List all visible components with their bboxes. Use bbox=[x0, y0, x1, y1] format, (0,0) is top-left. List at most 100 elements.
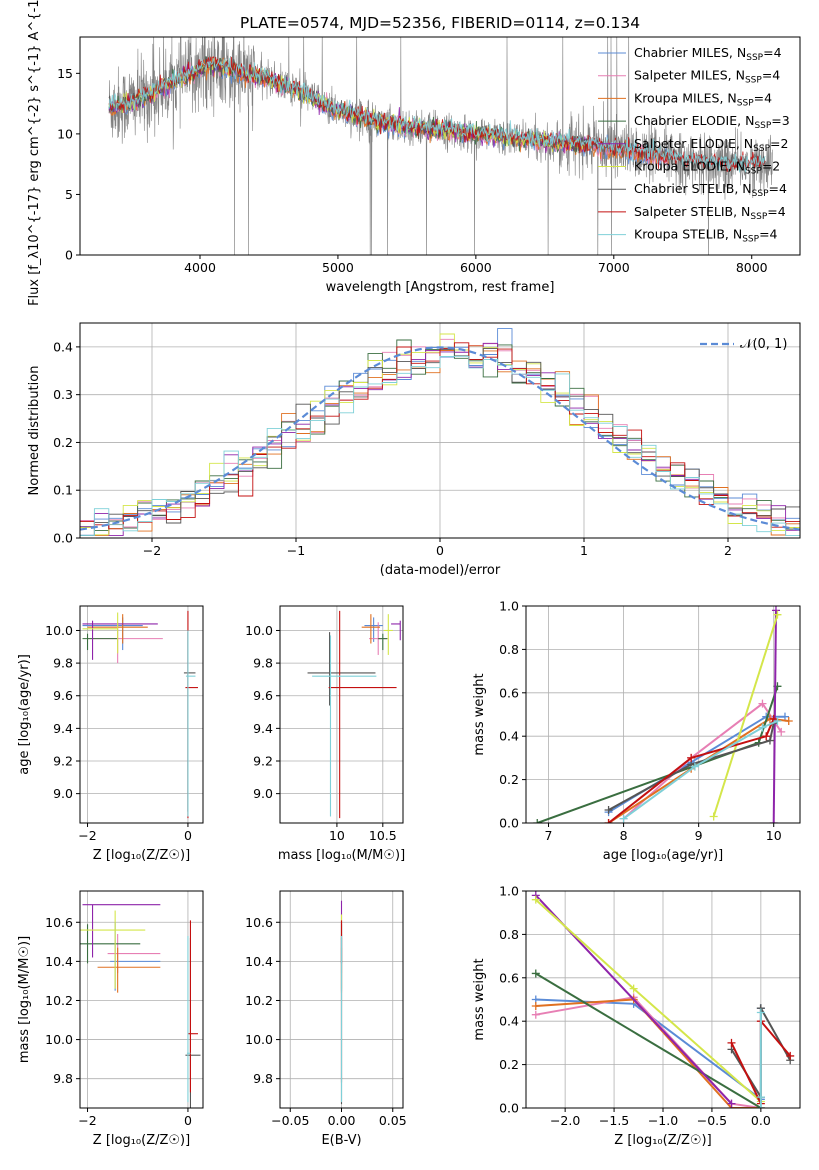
x-axis-label: wavelength [Angstrom, rest frame] bbox=[326, 280, 555, 295]
data-point bbox=[777, 727, 786, 736]
data-point bbox=[786, 1051, 795, 1060]
legend-entry: Salpeter MILES, NSSP=4 bbox=[634, 68, 780, 86]
x-tick-label: 0 bbox=[184, 1113, 192, 1128]
y-tick-label: 9.0 bbox=[253, 786, 273, 801]
legend-subscript: SSP bbox=[745, 167, 762, 177]
y-tick-label: 10.0 bbox=[45, 623, 73, 638]
y-tick-label: 10.0 bbox=[45, 1032, 73, 1047]
legend-entry: Chabrier STELIB, NSSP=4 bbox=[634, 181, 787, 199]
y-tick-label: 9.6 bbox=[253, 688, 273, 703]
x-tick-label: −0.05 bbox=[271, 1113, 309, 1128]
legend-entry: Chabrier MILES, NSSP=4 bbox=[634, 45, 782, 63]
x-tick-label: 4000 bbox=[184, 260, 216, 275]
figure-title: PLATE=0574, MJD=52356, FIBERID=0114, z=0… bbox=[240, 14, 640, 32]
x-tick-label: 10 bbox=[329, 828, 345, 843]
series-line bbox=[772, 610, 777, 823]
y-tick-label: 0.2 bbox=[499, 1057, 519, 1072]
legend-subscript: SSP bbox=[745, 76, 762, 86]
x-axis-label: Z [log₁₀(Z/Z☉)] bbox=[93, 848, 190, 863]
data-point bbox=[756, 1104, 765, 1108]
series-line bbox=[535, 972, 762, 1108]
y-tick-label: 9.8 bbox=[253, 656, 273, 671]
plot-area bbox=[82, 610, 198, 819]
y-axis-label: mass weight bbox=[472, 958, 487, 1040]
x-tick-label: 10 bbox=[766, 828, 782, 843]
series-salpeter-miles bbox=[531, 993, 765, 1108]
y-tick-label: 9.6 bbox=[53, 688, 73, 703]
y-tick-label: 10.2 bbox=[45, 993, 73, 1008]
panel-age_vs_mass: 10 10.5 9.0 9.2 9.4 9.6 9.8 10.0 mass [log₁₀(M/M… bbox=[245, 605, 405, 863]
plot-area bbox=[531, 891, 795, 1108]
y-tick-label: 9.4 bbox=[253, 721, 273, 736]
legend-entry: Kroupa MILES, NSSP=4 bbox=[634, 90, 772, 108]
legend-nssp: =4 bbox=[754, 90, 772, 105]
x-tick-label: 2 bbox=[724, 543, 732, 558]
x-tick-label: 0 bbox=[436, 543, 444, 558]
y-tick-label: 0.3 bbox=[53, 387, 73, 402]
legend-subscript: SSP bbox=[742, 235, 759, 245]
data-point bbox=[784, 717, 793, 726]
series-line bbox=[536, 685, 779, 823]
panel-spectrum: 4000 5000 6000 7000 8000 0 5 10 15 wavelength [An… bbox=[27, 0, 801, 306]
errorbar-chabrier-elodie bbox=[378, 633, 388, 651]
legend-nssp: =4 bbox=[769, 181, 787, 196]
x-tick-label: −1.5 bbox=[599, 1113, 629, 1128]
errorbar-salpeter-stelib bbox=[185, 610, 198, 819]
y-tick-label: 0.8 bbox=[499, 642, 519, 657]
data-point bbox=[756, 1093, 765, 1102]
x-tick-label: 1 bbox=[580, 543, 588, 558]
errorbar-salpeter-stelib bbox=[187, 920, 198, 1093]
y-tick-label: 10.6 bbox=[245, 915, 273, 930]
y-tick-label: 0.0 bbox=[499, 1101, 519, 1116]
data-point bbox=[765, 736, 774, 745]
legend-subscript: SSP bbox=[737, 98, 754, 108]
legend-nssp: =4 bbox=[762, 68, 780, 83]
histogram-salpeter-stelib bbox=[80, 342, 800, 530]
y-tick-label: 0.4 bbox=[499, 1014, 519, 1029]
data-point bbox=[727, 1099, 736, 1108]
legend-subscript: SSP bbox=[750, 212, 767, 222]
y-axis-label: mass weight bbox=[472, 673, 487, 755]
x-axis-label: mass [log₁₀(M/M☉)] bbox=[278, 848, 405, 863]
errorbar-kroupa-stelib bbox=[185, 630, 196, 817]
x-tick-label: 7 bbox=[545, 828, 553, 843]
data-point bbox=[687, 753, 696, 762]
gaussian-curve bbox=[80, 346, 800, 531]
data-point bbox=[762, 732, 771, 741]
x-tick-label: −1 bbox=[287, 543, 305, 558]
y-axis-label: age [log₁₀(age/yr)] bbox=[17, 654, 32, 775]
data-point bbox=[604, 805, 613, 814]
x-tick-label: −0.5 bbox=[697, 1113, 727, 1128]
legend-subscript: SSP bbox=[753, 144, 770, 154]
y-tick-label: 0.4 bbox=[53, 339, 73, 354]
legend-entry: Kroupa STELIB, NSSP=4 bbox=[634, 227, 778, 245]
model-line-kroupa-stelib bbox=[108, 57, 766, 174]
errorbar-kroupa-stelib bbox=[186, 935, 191, 1103]
data-point bbox=[771, 606, 780, 615]
axes-frame bbox=[279, 605, 404, 824]
legend-nssp: =4 bbox=[759, 227, 777, 242]
y-tick-label: 0.4 bbox=[499, 729, 519, 744]
x-tick-label: 10.5 bbox=[369, 828, 397, 843]
data-point bbox=[533, 819, 542, 823]
data-point bbox=[727, 1038, 736, 1047]
legend-entry: 𝒩(0, 1) bbox=[740, 337, 787, 352]
x-axis-label: age [log₁₀(age/yr)] bbox=[603, 848, 724, 863]
y-tick-label: 0.0 bbox=[53, 531, 73, 546]
x-axis-label: Z [log₁₀(Z/Z☉)] bbox=[614, 1133, 711, 1148]
x-tick-label: 8000 bbox=[736, 260, 768, 275]
panel-residuals: −2 −1 0 1 2 0.0 0.1 0.2 0.3 0.4 (data-model)/error… bbox=[27, 322, 801, 578]
data-point bbox=[604, 819, 613, 823]
y-tick-label: 9.8 bbox=[53, 1071, 73, 1086]
y-tick-label: 10.0 bbox=[245, 1032, 273, 1047]
series-chabrier-elodie bbox=[531, 969, 765, 1108]
legend-nssp: =4 bbox=[763, 45, 781, 60]
y-tick-label: 10.6 bbox=[45, 915, 73, 930]
data-point bbox=[769, 819, 778, 823]
errorbar-chabrier-elodie bbox=[82, 633, 118, 651]
model-line-salpeter-stelib bbox=[108, 56, 766, 172]
x-axis-label: Z [log₁₀(Z/Z☉)] bbox=[93, 1133, 190, 1148]
y-tick-label: 0 bbox=[65, 248, 73, 263]
grid bbox=[280, 606, 403, 823]
x-tick-label: 0.05 bbox=[379, 1113, 407, 1128]
